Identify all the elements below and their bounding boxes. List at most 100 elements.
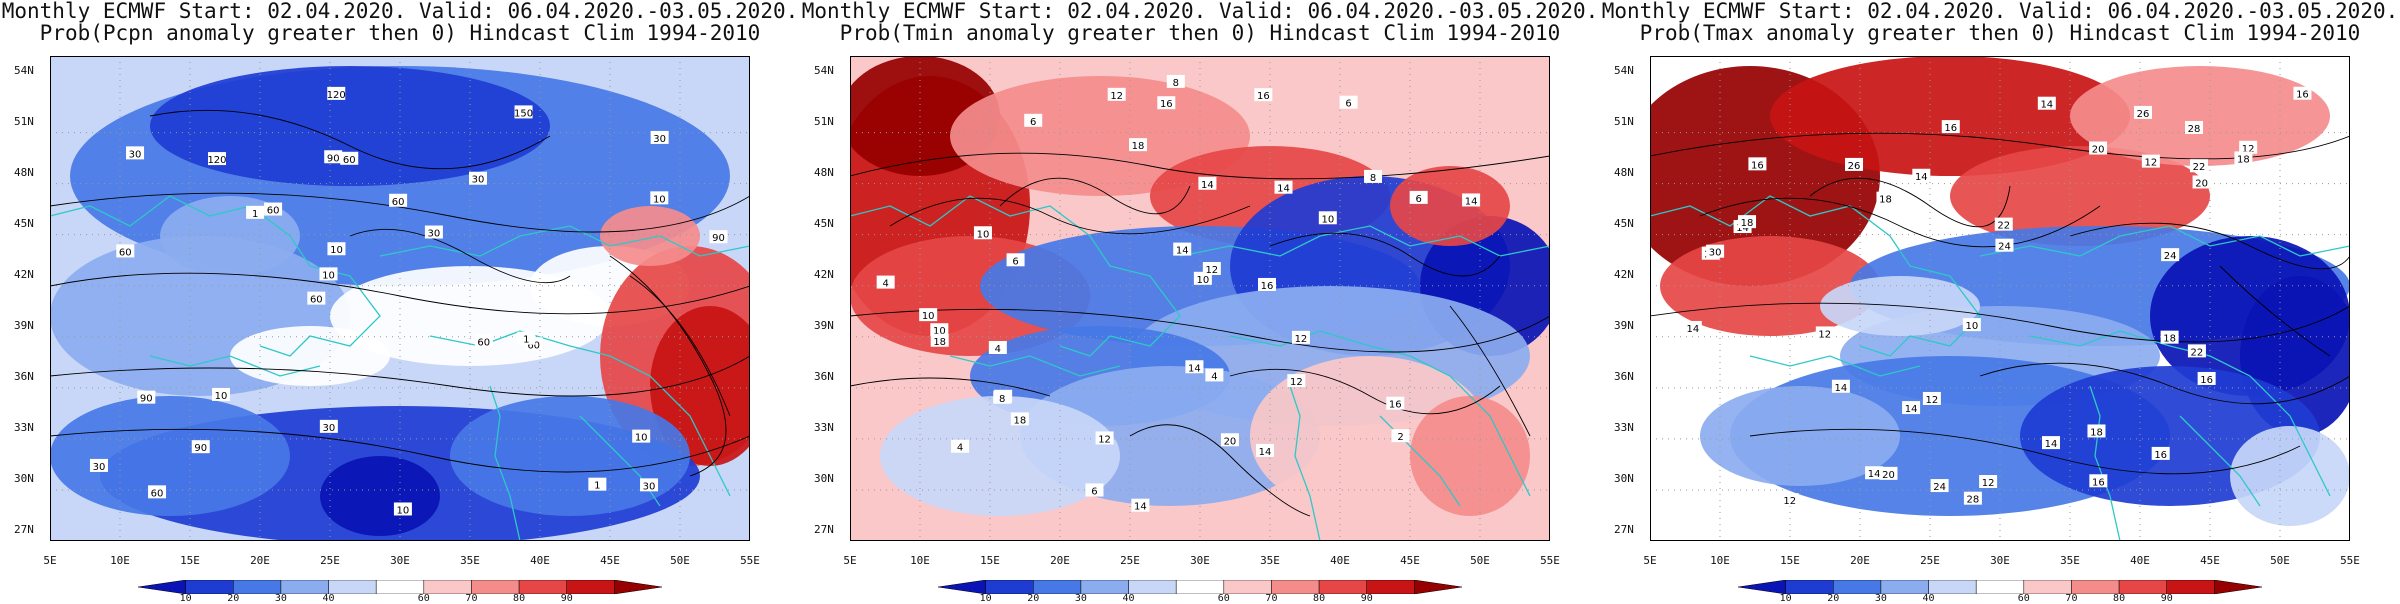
contour-label: 60 [116, 244, 135, 258]
contour-label: 10 [919, 308, 938, 322]
svg-text:10: 10 [922, 311, 935, 322]
coastline [1979, 225, 2350, 257]
svg-text:4: 4 [1211, 371, 1217, 382]
svg-text:16: 16 [2154, 450, 2167, 461]
svg-text:6: 6 [1345, 99, 1351, 110]
contour-label: 26 [1845, 157, 1864, 172]
colorbar-segment [1975, 580, 2025, 594]
contour-label: 16 [2089, 474, 2108, 488]
svg-text:14: 14 [1465, 196, 1478, 207]
svg-text:22: 22 [2191, 347, 2204, 358]
colorbar-segment [2166, 580, 2215, 594]
contour-label: 14 [1683, 320, 1702, 335]
contour-label: 8 [993, 390, 1012, 405]
svg-text:20: 20 [2195, 178, 2208, 189]
svg-text:10: 10 [977, 229, 990, 240]
colorbar-segment [1738, 580, 1786, 594]
colorbar-label: 90 [2160, 593, 2173, 604]
colorbar-segment [1080, 580, 1129, 594]
contour-label: 1 [517, 331, 536, 346]
svg-text:12: 12 [1205, 265, 1218, 276]
colorbar-segment [2023, 580, 2072, 594]
svg-text:60: 60 [392, 197, 405, 208]
x-tick-label: 5E [1643, 554, 1657, 567]
colorbar [1738, 580, 2262, 594]
y-tick-label: 36N [1614, 370, 1634, 384]
contour-label: 16 [1748, 157, 1767, 171]
panel-title-line1: Monthly ECMWF Start: 02.04.2020. Valid: … [1601, 0, 2399, 23]
svg-text:16: 16 [1389, 400, 1402, 411]
contour-label: 30 [319, 419, 338, 434]
contour-label: 8 [1364, 169, 1383, 184]
contour-label: 14 [1173, 242, 1192, 257]
svg-text:20: 20 [2092, 145, 2105, 156]
svg-text:90: 90 [327, 153, 340, 164]
contour-label: 14 [1865, 466, 1884, 480]
contour-label: 14 [1274, 180, 1293, 195]
x-tick-label: 45E [1400, 554, 1420, 567]
probability-area [1950, 146, 2210, 246]
svg-text:24: 24 [2164, 251, 2177, 262]
svg-text:30: 30 [129, 149, 142, 160]
colorbar-segment [280, 580, 329, 594]
svg-text:14: 14 [2045, 439, 2058, 450]
svg-text:14: 14 [1201, 180, 1214, 191]
contour-label: 90 [709, 230, 728, 244]
panel-tmin: Monthly ECMWF Start: 02.04.2020. Valid: … [800, 0, 1600, 604]
contour-label: 14 [1131, 498, 1150, 513]
contour-label: 4 [1205, 368, 1224, 382]
contour-line [50, 355, 750, 397]
contour-label: 16 [1157, 96, 1176, 110]
svg-text:90: 90 [140, 394, 153, 405]
svg-text:14: 14 [1686, 324, 1699, 335]
svg-text:18: 18 [2237, 154, 2250, 165]
contour-label: 12 [1815, 326, 1834, 340]
colorbar-segment [614, 580, 662, 594]
colorbar-label: 80 [1313, 593, 1326, 604]
y-tick-label: 27N [814, 523, 834, 537]
contour-label: 28 [2185, 120, 2204, 135]
y-tick-label: 36N [14, 370, 34, 384]
colorbar-label: 40 [322, 593, 335, 604]
svg-text:18: 18 [2090, 427, 2103, 438]
contour-label: 16 [2197, 371, 2216, 386]
probability-area [2230, 426, 2350, 526]
svg-text:26: 26 [2137, 109, 2150, 120]
contour-label: 22 [1994, 217, 2013, 232]
colorbar-segment [1366, 580, 1415, 594]
svg-text:60: 60 [527, 340, 540, 351]
svg-text:14: 14 [2040, 100, 2053, 111]
svg-text:4: 4 [995, 344, 1001, 355]
svg-text:16: 16 [1261, 281, 1274, 292]
y-tick-label: 48N [14, 166, 34, 180]
svg-text:18: 18 [1741, 218, 1754, 229]
colorbar-segment [1928, 580, 1977, 594]
x-tick-label: 50E [1470, 554, 1490, 567]
svg-text:10: 10 [1197, 275, 1210, 286]
contour-label: 1 [588, 477, 607, 492]
contour-line [2219, 265, 2331, 357]
contour-label: 30 [424, 225, 443, 240]
map-frame [50, 56, 750, 541]
svg-text:120: 120 [207, 155, 226, 166]
svg-text:14: 14 [1736, 223, 1749, 234]
svg-text:16: 16 [1751, 160, 1764, 171]
svg-text:30: 30 [653, 134, 666, 145]
x-tick-label: 45E [600, 554, 620, 567]
x-tick-label: 35E [2060, 554, 2080, 567]
contour-label: 14 [1198, 176, 1217, 191]
contour-label: 90 [324, 150, 343, 164]
x-tick-label: 55E [1540, 554, 1560, 567]
probability-area [1390, 166, 1510, 246]
y-tick-label: 27N [14, 523, 34, 537]
contour-label: 2 [1391, 429, 1410, 443]
probability-area [600, 206, 700, 266]
contour-line [1749, 428, 2301, 475]
y-tick-label: 42N [1614, 268, 1634, 282]
y-tick-label: 36N [814, 370, 834, 384]
svg-text:22: 22 [1997, 221, 2010, 232]
svg-text:6: 6 [1091, 486, 1097, 497]
svg-text:22: 22 [2193, 162, 2206, 173]
colorbar-label: 20 [1827, 593, 1840, 604]
svg-text:12: 12 [1290, 377, 1303, 388]
